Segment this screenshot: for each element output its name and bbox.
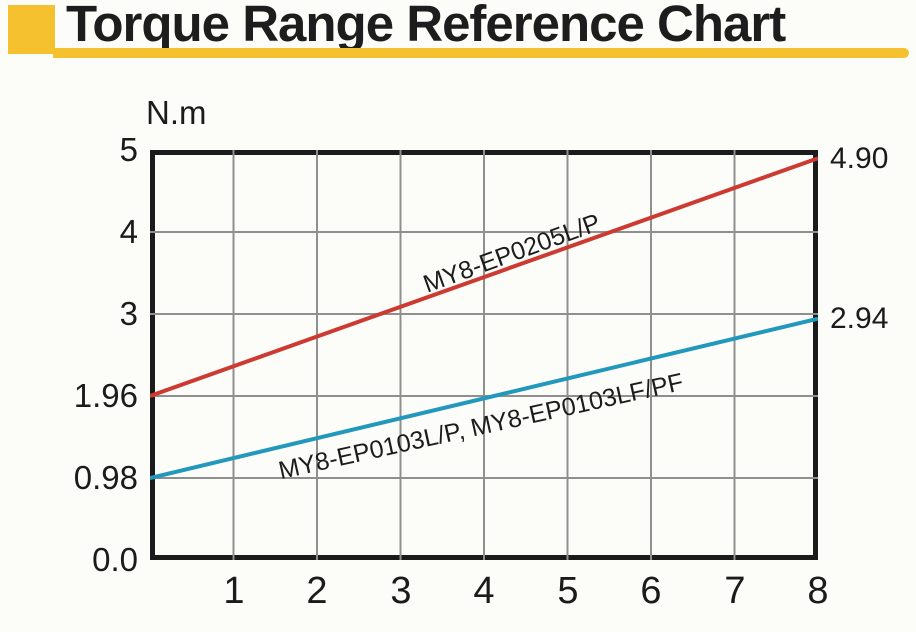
series-line-my8-ep0205: [150, 156, 818, 398]
horizontal-gridlines: [150, 231, 818, 479]
chart-canvas: [150, 150, 818, 560]
accent-square: [8, 5, 55, 54]
x-tick-label: 2: [306, 570, 328, 612]
y-tick-label: 5: [119, 131, 138, 168]
x-tick-label: 3: [390, 570, 412, 612]
accent-underline: [53, 48, 909, 58]
x-tick-label: 8: [807, 570, 829, 612]
y-tick-label: 0.98: [73, 459, 138, 496]
x-tick-label: 5: [557, 570, 579, 612]
y-tick-label: 1.96: [73, 377, 138, 414]
y-tick-label: 4: [119, 213, 138, 250]
x-tick-label: 7: [724, 570, 746, 612]
y-tick-label: 3: [119, 295, 138, 332]
y-axis-unit-label: N.m: [146, 94, 207, 131]
x-tick-label: 6: [640, 570, 662, 612]
x-tick-label: 1: [223, 570, 245, 612]
end-value-label-red: 4.90: [830, 142, 889, 175]
page-title: Torque Range Reference Chart: [66, 0, 786, 52]
end-value-label-blue: 2.94: [830, 302, 889, 335]
plot-area: [150, 150, 818, 560]
series-line-my8-ep0103: [150, 316, 818, 480]
x-tick-label: 4: [473, 570, 495, 612]
y-tick-label: 0.0: [92, 541, 138, 578]
